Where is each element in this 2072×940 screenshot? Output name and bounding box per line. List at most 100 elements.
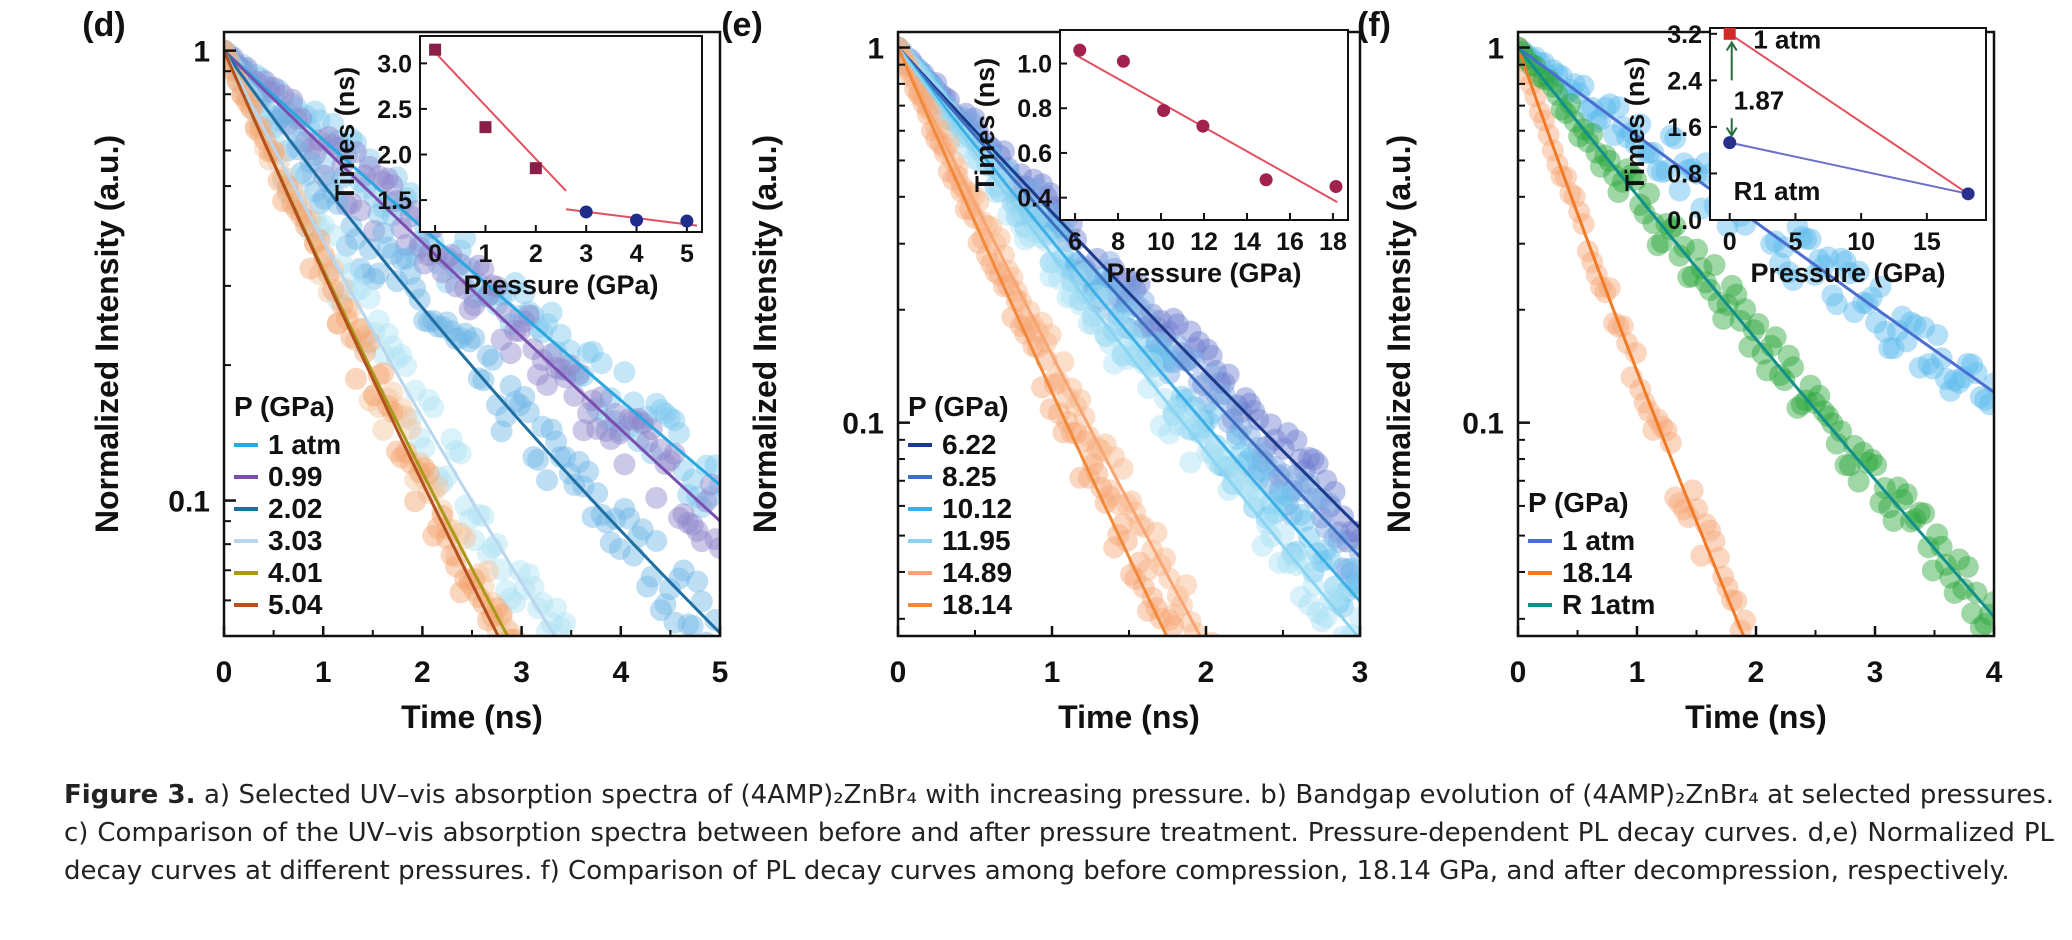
data-point: [1659, 431, 1682, 454]
data-point: [663, 695, 685, 717]
x-tick-label: 3: [1867, 656, 1884, 689]
data-point: [609, 695, 631, 717]
data-point: [1268, 683, 1290, 705]
data-point: [645, 486, 668, 509]
data-point: [1782, 356, 1805, 379]
fit-line-18.14: [1518, 47, 1746, 636]
data-point: [1103, 536, 1126, 559]
data-point: [559, 695, 581, 717]
data-point: [1585, 141, 1608, 164]
data-point: [536, 313, 559, 336]
data-point: [1668, 179, 1691, 202]
data-point: [463, 286, 486, 309]
data-point: [531, 349, 554, 372]
data-point: [1298, 446, 1321, 469]
fit-line-1-atm: [1518, 46, 1994, 394]
data-point: [1799, 228, 1822, 251]
data-point: [1319, 683, 1341, 705]
data-point: [677, 511, 700, 534]
data-point: [1162, 307, 1185, 330]
data-point: [1839, 683, 1861, 705]
data-point: [581, 389, 604, 412]
data-point: [472, 285, 495, 308]
data-point: [686, 486, 709, 509]
data-point: [354, 324, 377, 347]
data-point: [650, 695, 672, 717]
fit-line-8.25: [898, 46, 1360, 559]
data-point: [682, 695, 704, 717]
inset-point: [529, 162, 542, 175]
data-point: [1336, 558, 1359, 581]
data-point: [385, 270, 408, 293]
data-point: [1921, 357, 1944, 380]
data-point: [577, 695, 599, 717]
data-point: [435, 311, 458, 334]
data-point: [1154, 547, 1177, 570]
figure-caption: Figure 3. a) Selected UV–vis absorption …: [64, 776, 2054, 890]
data-point: [709, 536, 720, 559]
data-point: [390, 217, 413, 240]
x-tick-label: 0: [216, 656, 233, 689]
data-point: [526, 363, 549, 386]
data-point: [1965, 362, 1988, 385]
data-point: [1209, 372, 1232, 395]
x-tick-label: 2: [414, 656, 431, 689]
data-point: [581, 505, 604, 528]
data-point: [1294, 683, 1316, 705]
data-point: [1162, 403, 1185, 426]
data-point: [1843, 683, 1865, 705]
data-point: [1175, 574, 1198, 597]
y-axis-label: Normalized Intensity (a.u.): [1381, 135, 1417, 533]
data-point: [1230, 400, 1253, 423]
data-point: [1541, 75, 1564, 98]
data-point: [1922, 683, 1944, 705]
x-tick-label: 1: [1044, 656, 1061, 689]
data-point: [1952, 577, 1975, 600]
data-point: [476, 560, 499, 583]
data-point: [1277, 683, 1299, 705]
data-point: [1251, 450, 1274, 473]
data-point: [654, 695, 676, 717]
data-point: [699, 485, 720, 508]
inset-x-tick-label: 15: [1913, 228, 1941, 256]
data-point: [1111, 339, 1134, 362]
data-point: [1817, 246, 1840, 269]
data-point: [627, 695, 649, 717]
data-point: [1541, 59, 1564, 82]
data-point: [1243, 683, 1265, 705]
panel-label: (f): [1357, 6, 1391, 44]
data-point: [1306, 452, 1329, 475]
inset-point: [630, 213, 644, 227]
data-point: [1886, 476, 1909, 499]
inset-point: [479, 121, 492, 134]
data-point: [413, 437, 436, 460]
data-point: [604, 409, 627, 432]
data-point: [549, 323, 572, 346]
data-point: [1111, 457, 1134, 480]
data-point: [1913, 316, 1936, 339]
data-point: [1187, 410, 1210, 433]
data-point: [1777, 261, 1800, 284]
data-point: [609, 695, 631, 717]
data-point: [1196, 391, 1219, 414]
data-point: [1158, 362, 1181, 385]
fit-line-10.12: [898, 46, 1360, 603]
inset-y-tick-label: 2.5: [377, 96, 412, 124]
data-point: [1107, 304, 1130, 327]
data-point: [663, 695, 685, 717]
data-point: [1141, 303, 1164, 326]
data-point: [344, 278, 367, 301]
data-point: [704, 695, 726, 717]
data-point: [1310, 487, 1333, 510]
panel-2: 0 1 2 3 4 1 0.1 Time (ns) Normalized Intensity (…: [1357, 6, 2003, 735]
data-point: [1149, 309, 1172, 332]
data-point: [1230, 683, 1252, 705]
data-point: [390, 248, 413, 271]
data-point: [1298, 526, 1321, 549]
data-point: [1944, 683, 1966, 705]
data-point: [526, 448, 549, 471]
data-point: [1264, 683, 1286, 705]
data-point: [476, 344, 499, 367]
data-point: [1256, 683, 1278, 705]
